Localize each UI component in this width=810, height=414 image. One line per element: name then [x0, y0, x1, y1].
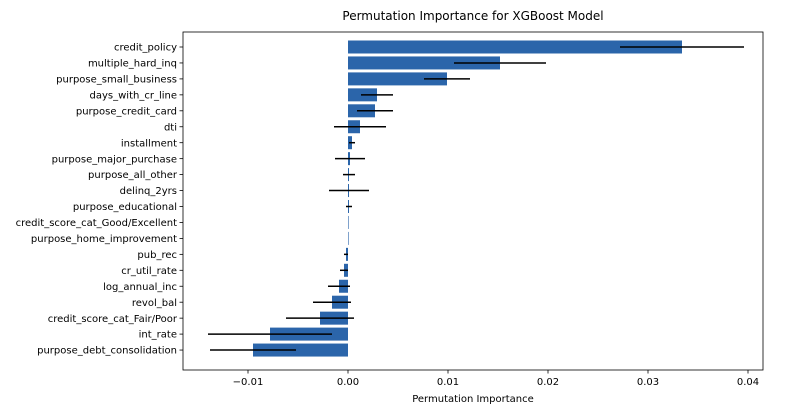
- bar: [348, 56, 500, 70]
- y-tick-label: purpose_educational: [73, 202, 177, 213]
- x-axis: −0.01 0.00 0.01 0.02 0.03 0.04: [233, 370, 759, 388]
- y-tick-label: purpose_all_other: [88, 170, 178, 181]
- y-tick-label: purpose_debt_consolidation: [37, 346, 177, 357]
- y-tick-label: cr_util_rate: [121, 266, 177, 277]
- chart-title: Permutation Importance for XGBoost Model: [342, 9, 603, 23]
- bar: [348, 231, 349, 245]
- bar: [253, 343, 348, 357]
- y-tick-label: installment: [121, 138, 177, 149]
- x-tick-label: 0.04: [737, 377, 759, 388]
- y-tick-label: credit_score_cat_Good/Excellent: [16, 218, 177, 229]
- y-axis: credit_policy multiple_hard_inq purpose_sm…: [16, 43, 183, 357]
- x-tick-label: 0.03: [637, 377, 659, 388]
- bar: [348, 72, 447, 86]
- y-tick-label: purpose_small_business: [56, 75, 177, 86]
- x-axis-label: Permutation Importance: [412, 394, 534, 405]
- y-tick-label: purpose_home_improvement: [31, 234, 177, 245]
- y-tick-label: pub_rec: [137, 250, 177, 261]
- y-tick-label: purpose_major_purchase: [52, 154, 177, 165]
- y-tick-label: int_rate: [139, 330, 177, 341]
- error-bars-layer: [208, 46, 744, 351]
- y-tick-label: dti: [164, 122, 177, 133]
- y-tick-label: multiple_hard_inq: [88, 59, 177, 70]
- y-tick-label: purpose_credit_card: [76, 106, 177, 117]
- bar: [348, 40, 682, 54]
- y-tick-label: days_with_cr_line: [90, 90, 177, 101]
- x-tick-label: 0.01: [437, 377, 459, 388]
- plot-frame: [182, 31, 764, 371]
- y-tick-label: credit_policy: [114, 43, 177, 54]
- y-tick-label: credit_score_cat_Fair/Poor: [48, 314, 178, 325]
- x-tick-label: 0.02: [537, 377, 559, 388]
- bar: [348, 215, 349, 229]
- x-tick-label: −0.01: [233, 377, 264, 388]
- y-tick-label: delinq_2yrs: [120, 186, 177, 197]
- x-tick-label: 0.00: [337, 377, 359, 388]
- bars-layer: [253, 40, 682, 357]
- y-tick-label: revol_bal: [132, 298, 177, 309]
- y-tick-label: log_annual_inc: [103, 282, 177, 293]
